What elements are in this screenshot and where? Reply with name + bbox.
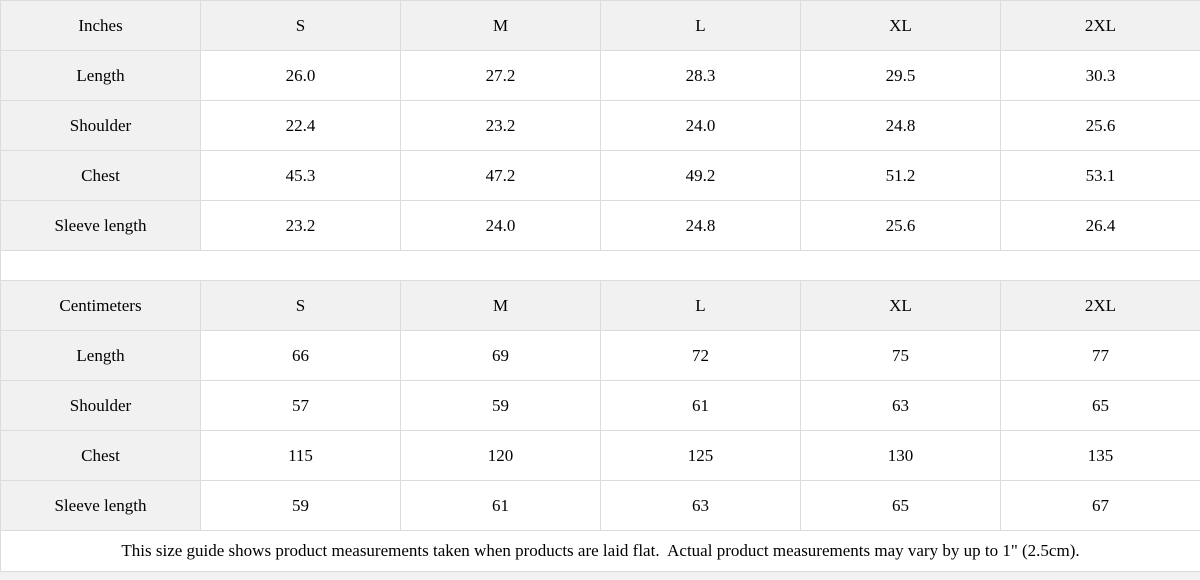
- measurement-value: 24.0: [600, 100, 801, 151]
- measurement-value: 47.2: [400, 150, 601, 201]
- measurement-value: 66: [200, 330, 401, 381]
- size-guide-note: This size guide shows product measuremen…: [0, 530, 1200, 572]
- measurement-value: 63: [800, 380, 1001, 431]
- measurement-value: 24.8: [800, 100, 1001, 151]
- measurement-value: 28.3: [600, 50, 801, 101]
- measurement-value: 26.0: [200, 50, 401, 101]
- measurement-value: 63: [600, 480, 801, 531]
- centimeters-header-row: Centimeters S M L XL 2XL: [0, 280, 1200, 331]
- measurement-value: 77: [1000, 330, 1200, 381]
- measurement-value: 45.3: [200, 150, 401, 201]
- table-row-inches-shoulder: Shoulder 22.4 23.2 24.0 24.8 25.6: [0, 100, 1200, 151]
- size-column-header-2xl: 2XL: [1000, 0, 1200, 51]
- table-row-cm-chest: Chest 115 120 125 130 135: [0, 430, 1200, 481]
- table-row-cm-shoulder: Shoulder 57 59 61 63 65: [0, 380, 1200, 431]
- measurement-value: 61: [600, 380, 801, 431]
- note-row: This size guide shows product measuremen…: [0, 530, 1200, 572]
- size-column-header-s: S: [200, 0, 401, 51]
- bottom-strip: [0, 572, 1200, 580]
- unit-header-centimeters: Centimeters: [0, 280, 201, 331]
- size-column-header-m: M: [400, 0, 601, 51]
- measurement-value: 22.4: [200, 100, 401, 151]
- size-column-header-2xl: 2XL: [1000, 280, 1200, 331]
- table-row-inches-chest: Chest 45.3 47.2 49.2 51.2 53.1: [0, 150, 1200, 201]
- measurement-value: 25.6: [1000, 100, 1200, 151]
- measurement-value: 59: [200, 480, 401, 531]
- row-label: Shoulder: [0, 100, 201, 151]
- table-row-inches-length: Length 26.0 27.2 28.3 29.5 30.3: [0, 50, 1200, 101]
- measurement-value: 65: [1000, 380, 1200, 431]
- table-row-inches-sleeve-length: Sleeve length 23.2 24.0 24.8 25.6 26.4: [0, 200, 1200, 251]
- measurement-value: 69: [400, 330, 601, 381]
- table-row-cm-sleeve-length: Sleeve length 59 61 63 65 67: [0, 480, 1200, 531]
- spacer-row: [0, 250, 1200, 281]
- measurement-value: 57: [200, 380, 401, 431]
- size-column-header-s: S: [200, 280, 401, 331]
- size-column-header-l: L: [600, 280, 801, 331]
- table-row-cm-length: Length 66 69 72 75 77: [0, 330, 1200, 381]
- row-label: Length: [0, 50, 201, 101]
- measurement-value: 30.3: [1000, 50, 1200, 101]
- size-column-header-l: L: [600, 0, 801, 51]
- row-label: Sleeve length: [0, 200, 201, 251]
- measurement-value: 125: [600, 430, 801, 481]
- inches-header-row: Inches S M L XL 2XL: [0, 0, 1200, 51]
- measurement-value: 26.4: [1000, 200, 1200, 251]
- measurement-value: 130: [800, 430, 1001, 481]
- size-column-header-xl: XL: [800, 280, 1001, 331]
- measurement-value: 24.8: [600, 200, 801, 251]
- measurement-value: 65: [800, 480, 1001, 531]
- measurement-value: 23.2: [200, 200, 401, 251]
- row-label: Shoulder: [0, 380, 201, 431]
- measurement-value: 75: [800, 330, 1001, 381]
- measurement-value: 51.2: [800, 150, 1001, 201]
- measurement-value: 59: [400, 380, 601, 431]
- measurement-value: 120: [400, 430, 601, 481]
- measurement-value: 67: [1000, 480, 1200, 531]
- measurement-value: 23.2: [400, 100, 601, 151]
- size-column-header-xl: XL: [800, 0, 1001, 51]
- unit-header-inches: Inches: [0, 0, 201, 51]
- row-label: Sleeve length: [0, 480, 201, 531]
- measurement-value: 72: [600, 330, 801, 381]
- measurement-value: 27.2: [400, 50, 601, 101]
- measurement-value: 29.5: [800, 50, 1001, 101]
- measurement-value: 115: [200, 430, 401, 481]
- row-label: Chest: [0, 150, 201, 201]
- measurement-value: 25.6: [800, 200, 1001, 251]
- measurement-value: 61: [400, 480, 601, 531]
- measurement-value: 49.2: [600, 150, 801, 201]
- row-label: Length: [0, 330, 201, 381]
- measurement-value: 135: [1000, 430, 1200, 481]
- measurement-value: 53.1: [1000, 150, 1200, 201]
- measurement-value: 24.0: [400, 200, 601, 251]
- spacer-cell: [0, 250, 1200, 281]
- row-label: Chest: [0, 430, 201, 481]
- size-column-header-m: M: [400, 280, 601, 331]
